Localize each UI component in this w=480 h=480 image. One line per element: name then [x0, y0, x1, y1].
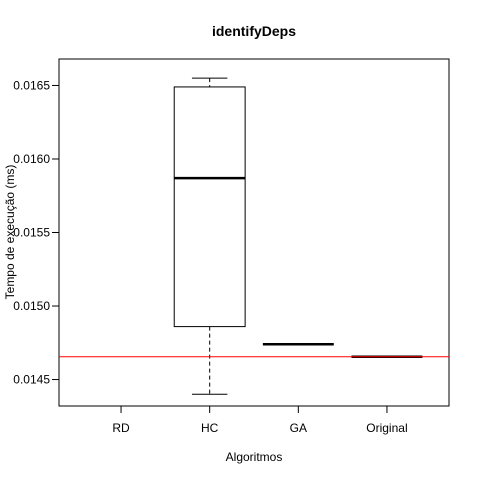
box-hc — [173, 77, 246, 395]
boxes-group — [173, 77, 423, 395]
iqr-box — [173, 86, 246, 328]
y-tick-label: 0.0155 — [13, 226, 50, 240]
y-tick-label: 0.0150 — [13, 299, 50, 313]
y-axis: 0.0145 0.0150 0.0155 0.0160 0.0165 — [13, 78, 60, 387]
x-tick-label: Original — [366, 421, 407, 435]
x-tick-label: HC — [201, 421, 219, 435]
chart-title: identifyDeps — [212, 23, 296, 39]
y-tick-label: 0.0165 — [13, 78, 50, 92]
y-axis-label: Tempo de execução (ms) — [3, 165, 17, 300]
x-axis: RD HC GA Original — [112, 405, 408, 435]
x-axis-label: Algoritmos — [226, 450, 283, 464]
y-tick-label: 0.0145 — [13, 373, 50, 387]
x-tick-label: GA — [290, 421, 307, 435]
y-tick-label: 0.0160 — [13, 152, 50, 166]
x-tick-label: RD — [112, 421, 130, 435]
